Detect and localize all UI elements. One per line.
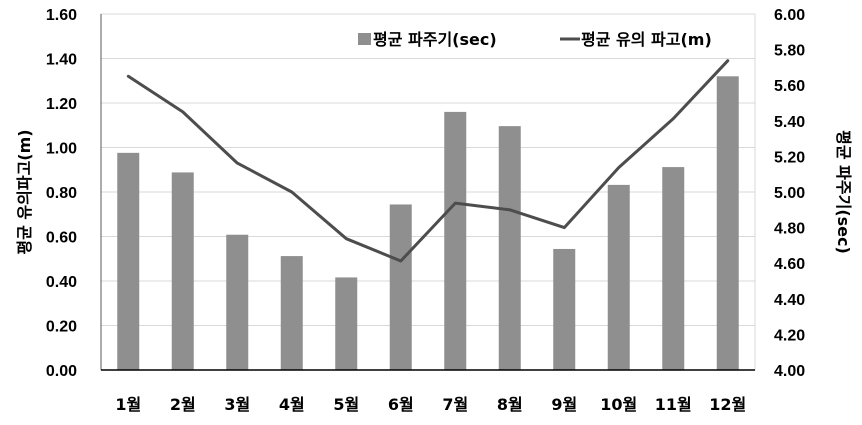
bar bbox=[444, 111, 467, 371]
bar bbox=[171, 172, 194, 370]
right-tick-label: 4.60 bbox=[774, 256, 805, 273]
left-axis-ticks: 0.00 0.20 0.40 0.60 0.80 1.00 1.20 1.40 1.60 bbox=[46, 7, 77, 380]
line-series-wave-height bbox=[126, 59, 730, 263]
x-tick-label: 12월 bbox=[709, 395, 746, 414]
left-tick-label: 0.20 bbox=[46, 319, 77, 336]
left-tick-label: 0.80 bbox=[46, 185, 77, 202]
right-tick-label: 4.40 bbox=[774, 292, 805, 309]
right-tick-label: 4.20 bbox=[774, 327, 805, 344]
x-tick-label: 7월 bbox=[442, 395, 468, 414]
bar bbox=[389, 204, 412, 370]
legend-bar-swatch-icon bbox=[358, 33, 371, 45]
x-tick-label: 2월 bbox=[170, 395, 196, 414]
right-tick-label: 5.00 bbox=[774, 185, 805, 202]
x-tick-label: 8월 bbox=[497, 395, 523, 414]
right-tick-label: 4.00 bbox=[774, 363, 805, 380]
bar bbox=[117, 152, 140, 370]
x-tick-label: 1월 bbox=[115, 395, 141, 414]
bar bbox=[716, 76, 739, 371]
right-tick-label: 5.80 bbox=[774, 43, 805, 60]
left-tick-label: 1.00 bbox=[46, 141, 77, 158]
x-tick-label: 5월 bbox=[333, 395, 359, 414]
x-tick-label: 4월 bbox=[279, 395, 305, 414]
bar bbox=[280, 256, 303, 370]
right-tick-label: 5.20 bbox=[774, 149, 805, 166]
right-tick-label: 5.40 bbox=[774, 114, 805, 131]
x-tick-label: 11월 bbox=[655, 395, 692, 414]
left-tick-label: 1.60 bbox=[46, 7, 77, 24]
bar bbox=[607, 184, 630, 370]
gridlines bbox=[101, 58, 755, 326]
x-tick-label: 10월 bbox=[600, 395, 637, 414]
x-tick-label: 3월 bbox=[224, 395, 250, 414]
legend: 평균 파주기(sec) 평균 유의 파고(m) bbox=[358, 30, 712, 49]
right-axis-ticks: 4.00 4.20 4.40 4.60 4.80 5.00 5.20 5.40 5.60 5.80… bbox=[774, 7, 805, 380]
legend-bar-label: 평균 파주기(sec) bbox=[373, 30, 497, 49]
legend-line-label: 평균 유의 파고(m) bbox=[581, 30, 712, 49]
right-axis-title: 평균 파주기(sec) bbox=[834, 130, 853, 254]
bar bbox=[662, 167, 685, 370]
left-axis-title: 평균 유의파고(m) bbox=[15, 129, 34, 254]
bar-series-wave-period bbox=[117, 76, 739, 371]
left-tick-label: 0.00 bbox=[46, 363, 77, 380]
right-tick-label: 4.80 bbox=[774, 221, 805, 238]
x-tick-label: 6월 bbox=[388, 395, 414, 414]
left-tick-label: 1.40 bbox=[46, 52, 77, 69]
left-tick-label: 0.40 bbox=[46, 274, 77, 291]
right-tick-label: 5.60 bbox=[774, 78, 805, 95]
right-tick-label: 6.00 bbox=[774, 7, 805, 24]
bar bbox=[335, 277, 358, 370]
bar bbox=[498, 126, 521, 370]
bar bbox=[553, 248, 576, 370]
x-axis-ticks: 1월 2월 3월 4월 5월 6월 7월 8월 9월 10월 11월 12월 bbox=[115, 395, 746, 414]
left-tick-label: 0.60 bbox=[46, 230, 77, 247]
left-tick-label: 1.20 bbox=[46, 96, 77, 113]
bar bbox=[226, 234, 249, 370]
x-tick-label: 9월 bbox=[551, 395, 577, 414]
